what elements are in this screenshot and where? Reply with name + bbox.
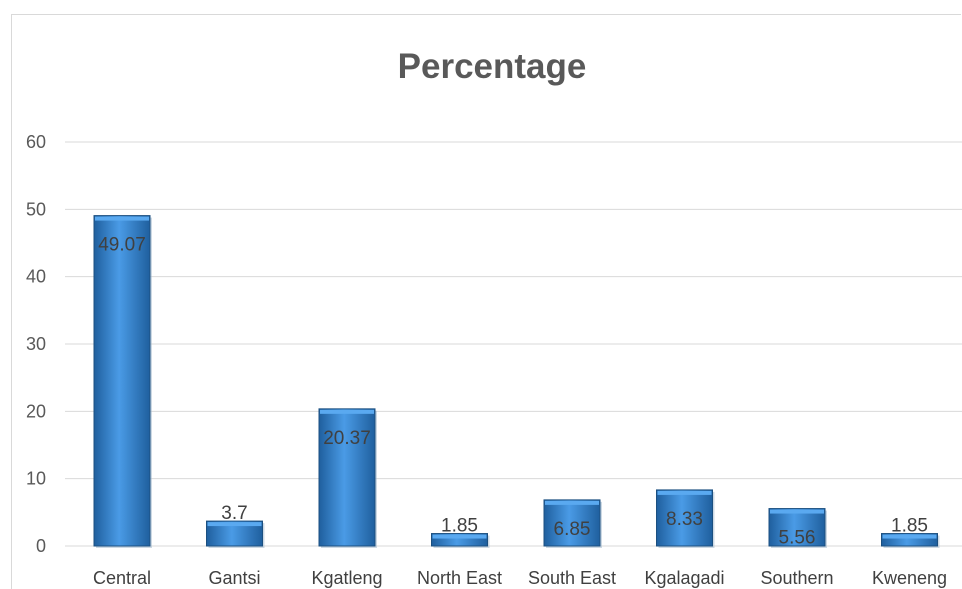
y-axis-ticks: 0 10 20 30 40 50 60 (26, 132, 46, 556)
data-label: 5.56 (779, 528, 816, 549)
data-label: 1.85 (891, 516, 928, 537)
y-tick-label: 50 (26, 199, 46, 219)
bar (881, 533, 940, 548)
category-label: Kweneng (872, 568, 947, 588)
category-label: North East (417, 568, 502, 588)
data-labels: 49.07 3.7 20.37 1.85 6.85 8.33 5.56 1.85 (98, 235, 928, 549)
data-label: 49.07 (98, 235, 146, 256)
y-tick-label: 40 (26, 267, 46, 287)
category-label: Kgalagadi (644, 568, 724, 588)
category-label: Kgatleng (311, 568, 382, 588)
bar (543, 499, 602, 548)
bars (93, 215, 940, 548)
y-tick-label: 20 (26, 401, 46, 421)
category-label: Central (93, 568, 151, 588)
bar (206, 520, 265, 548)
chart-title: Percentage (398, 47, 587, 86)
data-label: 8.33 (666, 509, 703, 530)
bar (318, 408, 377, 548)
y-tick-label: 30 (26, 334, 46, 354)
y-tick-label: 0 (36, 536, 46, 556)
category-label: Gantsi (208, 568, 260, 588)
y-tick-label: 10 (26, 469, 46, 489)
chart-frame (11, 14, 961, 589)
data-label: 3.7 (221, 503, 247, 524)
data-label: 20.37 (323, 428, 371, 449)
bar (768, 508, 827, 548)
y-tick-label: 60 (26, 132, 46, 152)
bar (656, 489, 715, 548)
data-label: 6.85 (554, 519, 591, 540)
bar (93, 215, 152, 548)
bar (431, 533, 490, 548)
x-axis-categories: Central Gantsi Kgatleng North East South Eas… (93, 568, 947, 588)
category-label: South East (528, 568, 616, 588)
data-label: 1.85 (441, 516, 478, 537)
gridlines (65, 141, 962, 547)
category-label: Southern (760, 568, 833, 588)
